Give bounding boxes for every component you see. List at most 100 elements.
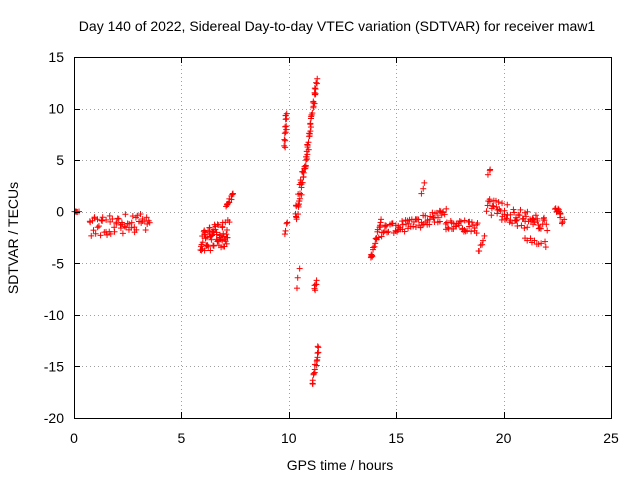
data-point xyxy=(410,223,417,230)
data-point xyxy=(492,197,499,204)
data-point xyxy=(542,238,549,245)
data-point xyxy=(126,220,133,227)
data-point xyxy=(483,208,490,215)
data-point xyxy=(305,146,312,153)
data-point xyxy=(315,349,322,356)
data-point xyxy=(468,228,475,235)
data-point xyxy=(561,216,568,223)
data-point xyxy=(458,218,465,225)
x-tick-label: 25 xyxy=(603,430,619,446)
grid-lines xyxy=(74,57,611,418)
data-point xyxy=(201,247,208,254)
data-point xyxy=(315,344,322,351)
data-point xyxy=(456,222,463,229)
data-point xyxy=(137,211,144,218)
data-point xyxy=(213,229,220,236)
data-point xyxy=(479,241,486,248)
data-point xyxy=(283,220,290,227)
data-point xyxy=(544,227,551,234)
axis-ticks xyxy=(74,57,612,419)
x-tick-label: 5 xyxy=(178,430,186,446)
data-point xyxy=(281,142,288,149)
data-point xyxy=(313,79,320,86)
data-point xyxy=(115,215,122,222)
data-point xyxy=(542,244,549,251)
data-point xyxy=(516,212,523,219)
data-point xyxy=(415,216,422,223)
data-point xyxy=(282,227,289,234)
y-tick-label: 0 xyxy=(56,204,64,220)
data-point xyxy=(535,222,542,229)
y-tick-label: -20 xyxy=(44,410,64,426)
data-point xyxy=(468,219,475,226)
data-point xyxy=(282,144,289,151)
data-point xyxy=(377,219,384,226)
data-point xyxy=(444,224,451,231)
data-point xyxy=(128,219,135,226)
data-point xyxy=(295,211,302,218)
data-point xyxy=(91,215,98,222)
data-point xyxy=(111,228,118,235)
data-point xyxy=(143,214,150,221)
data-point xyxy=(436,207,443,214)
y-tick-label: 5 xyxy=(56,152,64,168)
data-point xyxy=(532,212,539,219)
x-tick-label: 20 xyxy=(496,430,512,446)
data-point xyxy=(441,211,448,218)
data-point xyxy=(501,207,508,214)
data-point xyxy=(92,230,99,237)
data-point xyxy=(434,214,441,221)
data-point xyxy=(438,212,445,219)
data-point xyxy=(372,240,379,247)
data-point xyxy=(426,221,433,228)
data-point xyxy=(541,214,548,221)
data-point xyxy=(502,216,509,223)
data-point xyxy=(507,211,514,218)
data-point xyxy=(307,128,314,135)
chart-title: Day 140 of 2022, Sidereal Day-to-day VTE… xyxy=(79,18,596,34)
x-tick-label: 10 xyxy=(281,430,297,446)
data-point xyxy=(488,212,495,219)
data-point xyxy=(206,224,213,231)
data-point xyxy=(298,191,305,198)
data-point xyxy=(471,225,478,232)
data-point xyxy=(283,115,290,122)
data-point xyxy=(128,224,135,231)
data-point xyxy=(94,216,101,223)
data-point xyxy=(214,238,221,245)
data-point xyxy=(521,225,528,232)
data-point xyxy=(534,217,541,224)
data-point xyxy=(304,151,311,158)
data-point xyxy=(302,163,309,170)
data-point xyxy=(103,216,110,223)
data-point xyxy=(202,229,209,236)
data-point xyxy=(382,222,389,229)
data-point xyxy=(223,240,230,247)
y-axis-label: SDTVAR / TECUs xyxy=(5,182,21,294)
data-point xyxy=(524,224,531,231)
data-point xyxy=(226,219,233,226)
data-point xyxy=(522,213,529,220)
data-point xyxy=(543,221,550,228)
data-point xyxy=(208,236,215,243)
data-point xyxy=(204,234,211,241)
data-point xyxy=(474,220,481,227)
data-point xyxy=(555,206,562,213)
data-point xyxy=(307,124,314,131)
data-point xyxy=(310,370,317,377)
data-point xyxy=(304,142,311,149)
data-point xyxy=(223,231,230,238)
data-point xyxy=(504,201,511,208)
data-point xyxy=(371,243,378,250)
data-point xyxy=(97,232,104,239)
data-point xyxy=(503,215,510,222)
data-point xyxy=(493,203,500,210)
data-point xyxy=(531,237,538,244)
data-point xyxy=(219,237,226,244)
data-point xyxy=(461,217,468,224)
data-point xyxy=(513,216,520,223)
data-point xyxy=(314,343,321,350)
data-point xyxy=(104,231,111,238)
data-point xyxy=(281,231,288,238)
data-point xyxy=(282,123,289,130)
